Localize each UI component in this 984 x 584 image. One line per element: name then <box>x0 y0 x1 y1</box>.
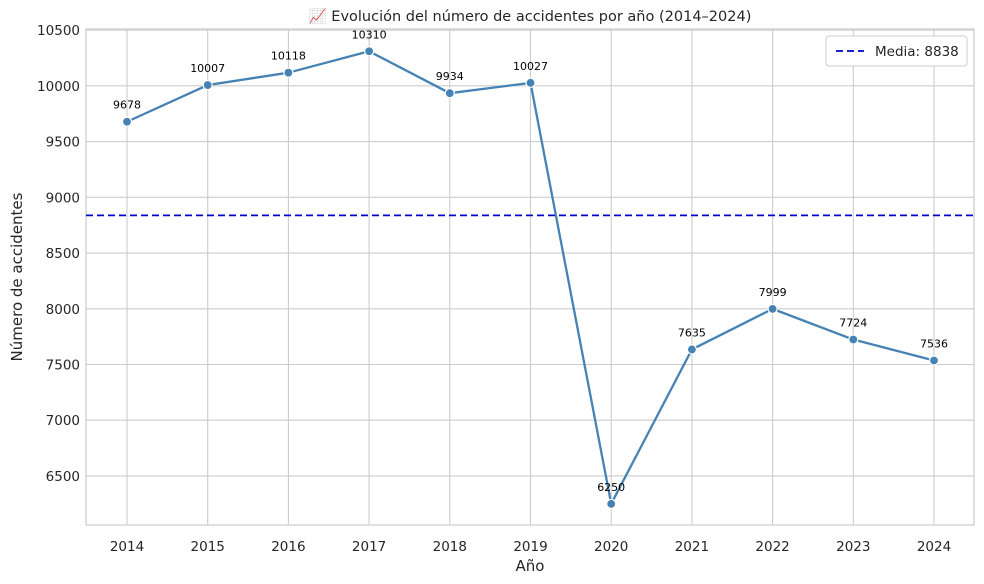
y-tick-label: 7500 <box>46 357 80 373</box>
y-axis-label: Número de accidentes <box>8 192 26 361</box>
data-label: 7635 <box>678 326 706 339</box>
data-point <box>202 79 213 91</box>
data-point <box>283 67 294 78</box>
data-point <box>848 334 859 345</box>
data-label: 10027 <box>513 60 548 73</box>
y-tick-label: 8000 <box>46 302 80 318</box>
y-tick-label: 8500 <box>46 246 80 262</box>
y-axis-ticks: 6500 7000 7500 8000 8500 9000 9500 10000 10500 <box>37 23 80 485</box>
data-point <box>364 46 375 57</box>
x-tick-label: 2019 <box>513 539 547 555</box>
x-tick-label: 2016 <box>271 539 305 555</box>
data-label: 7724 <box>839 317 867 330</box>
y-tick-label: 9500 <box>46 135 80 151</box>
data-point <box>767 303 778 314</box>
y-tick-label: 10000 <box>37 79 80 95</box>
legend-box <box>825 35 968 67</box>
data-label: 10310 <box>352 28 387 41</box>
data-label: 7536 <box>920 337 948 350</box>
legend-entry-label: Media: 8838 <box>875 44 959 60</box>
x-tick-label: 2015 <box>191 539 225 555</box>
x-tick-label: 2018 <box>433 539 467 555</box>
x-tick-label: 2022 <box>755 539 789 555</box>
y-tick-label: 9000 <box>46 190 80 206</box>
x-tick-label: 2024 <box>917 539 951 555</box>
legend: Media: 8838 <box>825 35 968 67</box>
grid <box>86 29 974 525</box>
x-axis-ticks: 2014 2015 2016 2017 2018 2019 2020 2021 2022 2023… <box>110 539 951 555</box>
data-label: 9934 <box>436 70 464 83</box>
plot-frame <box>85 28 975 526</box>
data-label: 9678 <box>113 99 141 112</box>
x-axis-label: Año <box>516 557 545 575</box>
y-tick-label: 6500 <box>46 469 80 485</box>
x-tick-label: 2020 <box>594 539 628 555</box>
data-label: 10007 <box>190 62 225 75</box>
data-label: 10118 <box>271 50 306 63</box>
x-tick-label: 2023 <box>836 539 870 555</box>
data-labels: 9678 10007 10118 10310 9934 10027 6250 7635 7999… <box>113 28 948 494</box>
data-point <box>444 88 455 99</box>
data-point <box>525 77 536 88</box>
x-tick-label: 2014 <box>110 539 144 555</box>
x-tick-label: 2021 <box>675 539 709 555</box>
data-point <box>928 355 940 366</box>
data-point <box>686 344 698 355</box>
y-tick-label: 7000 <box>46 413 80 429</box>
data-label: 6250 <box>597 481 625 494</box>
x-tick-label: 2017 <box>352 539 386 555</box>
data-points <box>121 46 940 509</box>
chart-title: 📈 Evolución del número de accidentes por… <box>309 7 752 25</box>
y-tick-label: 10500 <box>37 23 80 39</box>
data-point <box>121 116 133 127</box>
data-label: 7999 <box>759 286 787 299</box>
data-point <box>606 498 617 509</box>
